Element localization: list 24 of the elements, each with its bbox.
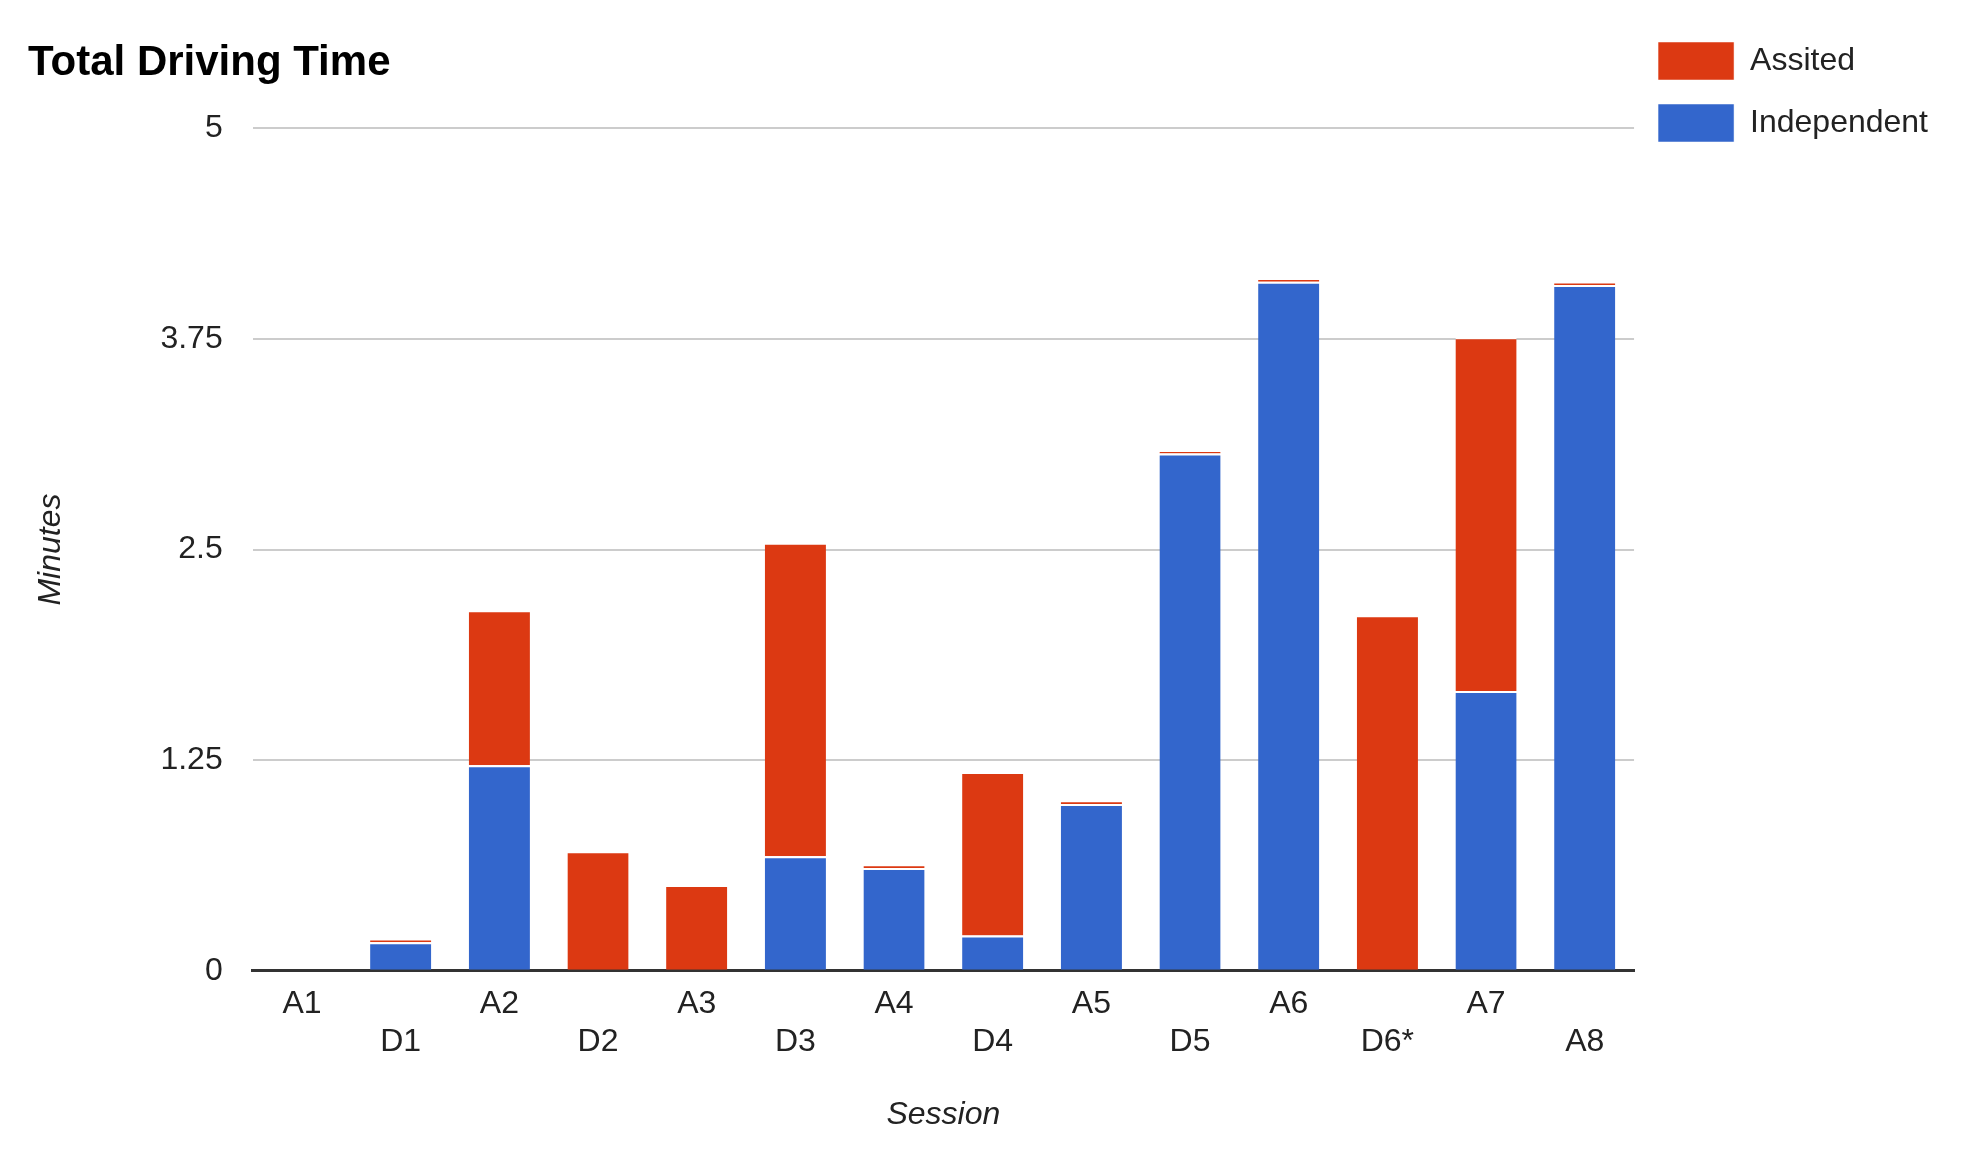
x-tick-label: A2 [479,983,519,1020]
y-tick-label: 2.5 [178,529,223,566]
x-axis-title: Session [886,1094,1001,1131]
x-tick-label: A7 [1466,983,1506,1020]
x-tick-label: A5 [1071,983,1111,1020]
legend-label: Assited [1750,40,1855,77]
y-tick-label: 5 [204,108,223,145]
legend-label: Independent [1750,102,1929,139]
x-tick-label: A6 [1269,983,1309,1020]
x-tick-label: D3 [774,1022,816,1059]
x-tick-label: D5 [1169,1022,1211,1059]
x-tick-label: D4 [972,1022,1014,1059]
x-tick-label: A4 [874,983,914,1020]
x-tick-label: D1 [380,1022,422,1059]
x-tick-label: D6* [1360,1022,1415,1059]
x-tick-label: D2 [577,1022,619,1059]
y-tick-label: 0 [204,950,223,987]
y-tick-label: 3.75 [160,318,223,355]
x-tick-label: A1 [282,983,322,1020]
y-tick-label: 1.25 [160,740,223,777]
x-tick-label: A8 [1565,1022,1605,1059]
x-tick-label: A3 [677,983,717,1020]
chart-title: Total Driving Time [28,36,391,84]
y-axis-title: Minutes [31,493,68,606]
